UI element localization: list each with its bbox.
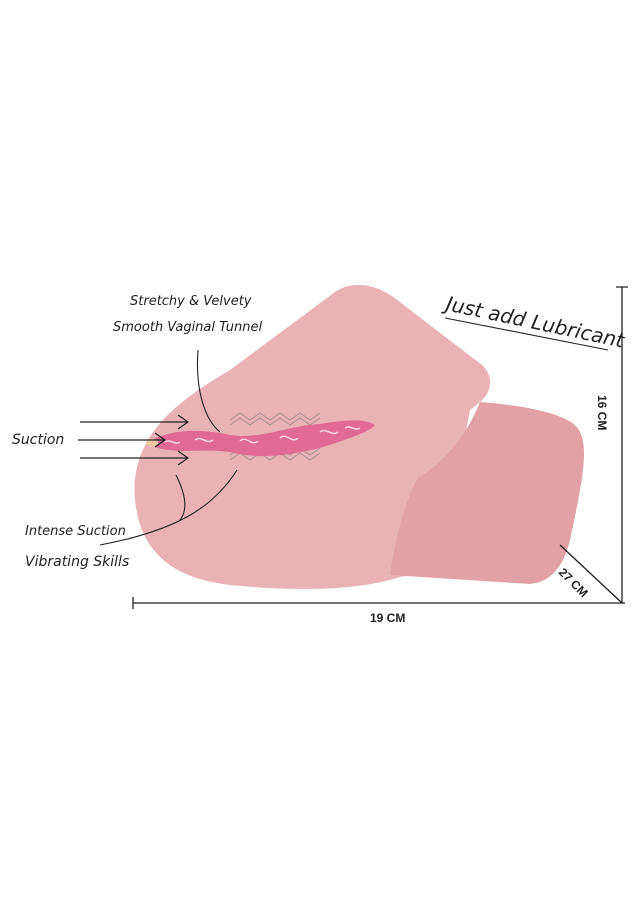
tunnel-texture <box>164 426 361 444</box>
height-dimension: 16 CM <box>595 395 609 430</box>
product-lobe <box>390 402 585 584</box>
suction-label: Suction <box>12 432 64 448</box>
vibrating-label: Vibrating Skills <box>25 554 129 570</box>
lubricant-label: Just add Lubricant <box>440 291 627 353</box>
suction-arrows-icon <box>78 414 190 466</box>
tunnel-label-line2: Smooth Vaginal Tunnel <box>113 320 262 335</box>
opening <box>146 439 158 447</box>
depth-dimension: 27 CM <box>556 565 591 600</box>
leader-lines <box>99 317 609 546</box>
width-dimension: 19 CM <box>370 611 405 625</box>
dimension-lines <box>132 286 628 609</box>
tunnel-illustration <box>152 420 375 457</box>
tunnel-label-line1: Stretchy & Velvety <box>130 294 252 309</box>
intense-suction-label: Intense Suction <box>25 524 126 539</box>
